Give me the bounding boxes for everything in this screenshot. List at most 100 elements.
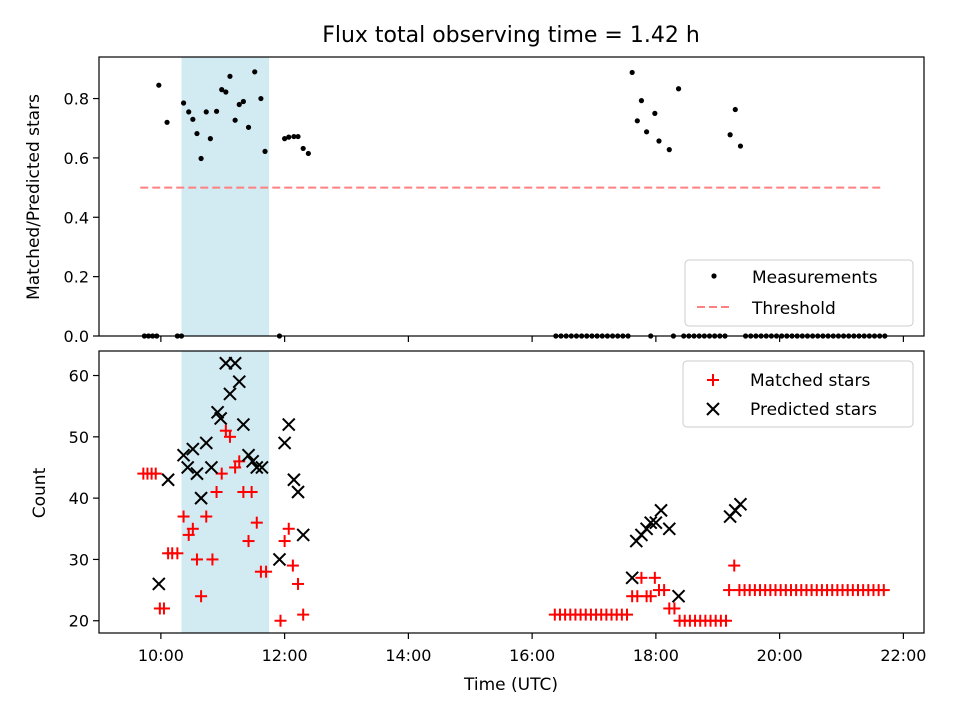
ratio-series-0-point-12 (194, 130, 200, 137)
ratio-series-0-point-48 (629, 69, 635, 76)
count-series-0-point-18 (219, 424, 232, 437)
ratio-series-0-point-68 (732, 106, 738, 113)
count-series-0-point-27 (260, 565, 273, 578)
bottom-panel-frame (98, 350, 925, 634)
ratio-series-0-point-49 (634, 118, 640, 124)
ratio-series-0-point-54 (656, 138, 662, 144)
count-series-1-point-20 (272, 552, 287, 567)
count-series-1-point-15 (236, 417, 251, 432)
top-panel: 0.00.20.40.60.8 Matched/Predicted stars … (24, 56, 925, 346)
count-series-1-point-10 (213, 411, 228, 426)
count-series-0-point-48 (621, 608, 633, 621)
count-series-1-point-16 (241, 448, 256, 462)
count-series-0-point-68 (720, 614, 732, 627)
count-series-1-point-5 (190, 466, 204, 481)
ratio-series-0-point-24 (252, 69, 258, 75)
count-series-0-point-24 (245, 486, 258, 498)
count-series-0-point-9 (177, 510, 190, 523)
count-series-0-point-3 (149, 467, 162, 480)
ratio-ytick-label-4: 0.8 (64, 90, 89, 109)
count-series-0-point-23 (242, 535, 255, 548)
ratio-series-0-point-19 (227, 73, 233, 79)
bottom-legend-predicted-marker (706, 402, 720, 416)
ratio-series-0-point-10 (186, 109, 192, 115)
count-series-0-point-17 (215, 467, 228, 480)
count-series-0-point-28 (274, 614, 287, 627)
ratio-series-0-point-22 (240, 98, 246, 105)
count-series-1-point-25 (296, 528, 310, 542)
count-series-0-point-25 (250, 516, 263, 529)
count-series-1-point-30 (644, 515, 658, 530)
count-series-0-point-19 (223, 430, 236, 443)
count-series-0-point-13 (195, 590, 208, 603)
count-series-1-point-4 (186, 442, 200, 456)
top-panel-legend: Measurements Threshold (684, 259, 914, 327)
count-series-1-point-1 (161, 473, 175, 487)
count-series-1-point-34 (671, 589, 686, 603)
count-series-1-point-8 (204, 460, 219, 475)
count-series-0-point-56 (658, 584, 671, 597)
count-series-0-point-32 (292, 577, 305, 590)
top-legend-threshold-label: Threshold (751, 299, 836, 319)
ratio-ytick-label-0: 0.0 (64, 327, 89, 346)
ratio-series-0-point-53 (652, 110, 658, 116)
count-series-0-point-33 (297, 608, 310, 621)
ratio-series-0-point-30 (295, 133, 301, 140)
top-legend-measurements-label: Measurements (752, 268, 878, 288)
ratio-series-0-point-20 (232, 117, 238, 123)
top-legend-box (684, 259, 914, 327)
ratio-series-0-point-55 (666, 147, 672, 153)
count-ytick-label-2: 40 (69, 489, 89, 508)
xtick-label-6: 22:00 (880, 646, 926, 665)
count-series-0-point-16 (210, 486, 223, 498)
ratio-series-0-point-50 (638, 98, 645, 104)
count-series-0-point-70 (728, 559, 741, 572)
count-series-1-point-18 (250, 460, 264, 475)
count-series-1-point-32 (654, 503, 668, 518)
count-series-1-point-17 (245, 454, 260, 469)
count-series-0-point-8 (171, 547, 184, 560)
ratio-series-0-point-15 (207, 136, 213, 142)
ratio-series-0-point-14 (203, 109, 209, 115)
count-series-1-point-3 (180, 460, 195, 475)
count-series-1-point-29 (639, 522, 654, 536)
count-ytick-label-3: 50 (69, 428, 89, 447)
count-series-0-point-58 (668, 602, 681, 615)
count-series-1-point-13 (228, 356, 242, 370)
count-y-axis: 20 30 40 50 60 (69, 367, 99, 631)
bottom-legend-matched-marker (707, 374, 719, 386)
count-series-0-point-54 (648, 571, 661, 584)
count-series-0-point-15 (206, 553, 219, 566)
bottom-legend-box (682, 360, 914, 428)
ratio-series-0-point-17 (219, 87, 225, 93)
bottom-panel-ylabel: Count (30, 467, 50, 518)
count-series-0-point-99 (877, 584, 890, 597)
ratio-series-0-point-28 (286, 134, 292, 140)
ratio-series-0-point-9 (180, 100, 187, 106)
count-series-0-point-11 (186, 522, 199, 535)
count-series-1-point-19 (255, 460, 269, 475)
count-series-1-point-24 (291, 485, 305, 499)
ratio-series-0-point-8 (164, 119, 170, 125)
count-x-axis: 10:00 12:00 14:00 16:00 18:00 20:00 22:00 (138, 633, 926, 665)
ratio-x-axis (160, 336, 904, 342)
ratio-ytick-label-2: 0.4 (64, 208, 89, 227)
count-series-1-point-14 (232, 374, 246, 389)
count-series-0-point-12 (190, 553, 203, 566)
count-series-0-point-5 (157, 602, 170, 615)
count-ytick-label-0: 20 (69, 612, 89, 631)
count-series-1-point-0 (152, 577, 166, 591)
count-series-1-point-37 (733, 497, 748, 511)
ratio-series-0-point-26 (262, 148, 268, 154)
count-series-1-point-31 (649, 515, 663, 530)
ratio-ytick-label-3: 0.6 (64, 149, 89, 168)
bottom-legend-matched-label: Matched stars (750, 371, 870, 391)
top-panel-shaded-region (181, 57, 270, 336)
count-series-1-point-23 (287, 473, 301, 487)
count-series-0-point-31 (286, 559, 299, 572)
top-legend-measurements-marker (711, 273, 717, 279)
count-series-0-point-29 (278, 535, 291, 548)
count-series-0-point-69 (723, 584, 736, 597)
xtick-label-0: 10:00 (138, 646, 184, 665)
